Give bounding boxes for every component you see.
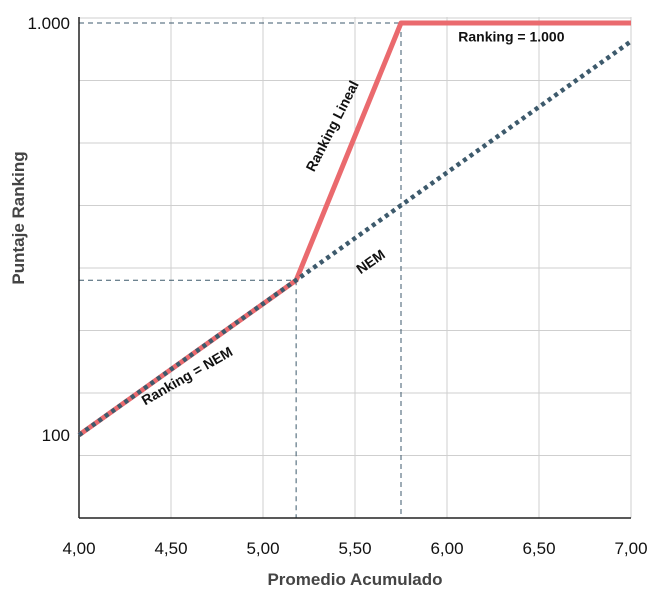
x-tick-label: 6,00 xyxy=(430,539,463,558)
annotation-label: Ranking = 1.000 xyxy=(458,28,564,44)
y-tick-label: 100 xyxy=(42,426,70,445)
y-tick-labels: 100 1.000 xyxy=(27,14,70,445)
x-tick-label: 5,00 xyxy=(246,539,279,558)
x-tick-label: 7,00 xyxy=(614,539,647,558)
series xyxy=(77,20,633,438)
reference-lines xyxy=(79,22,402,518)
annotations: Ranking = 1.000 Ranking Lineal NEM Ranking … xyxy=(139,28,565,408)
series-line-ranking xyxy=(77,20,631,438)
y-axis-title: Puntaje Ranking xyxy=(9,151,28,284)
x-tick-label: 5,50 xyxy=(338,539,371,558)
x-tick-label: 4,00 xyxy=(62,539,95,558)
x-tick-label: 6,50 xyxy=(522,539,555,558)
x-tick-labels: 4,00 4,50 5,00 5,50 6,00 6,50 7,00 xyxy=(62,539,647,558)
annotation-label: Ranking = NEM xyxy=(139,343,236,408)
series-line-nem xyxy=(77,39,633,437)
annotation-label: Ranking Lineal xyxy=(302,78,361,174)
x-tick-label: 4,50 xyxy=(154,539,187,558)
x-axis-title: Promedio Acumulado xyxy=(267,570,442,589)
grid xyxy=(79,17,632,518)
y-tick-label: 1.000 xyxy=(27,14,70,33)
annotation-label: NEM xyxy=(353,246,388,277)
